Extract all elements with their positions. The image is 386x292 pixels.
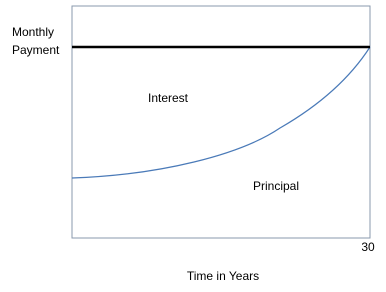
y-label-line1: Monthly [12, 25, 54, 39]
plot-frame [71, 5, 371, 239]
x-axis-title: Time in Years [187, 269, 259, 283]
principal-curve [71, 46, 371, 179]
interest-label: Interest [148, 91, 189, 105]
x-end-label: 30 [361, 240, 375, 254]
y-label-line2: Payment [12, 43, 60, 57]
principal-label: Principal [253, 179, 299, 193]
